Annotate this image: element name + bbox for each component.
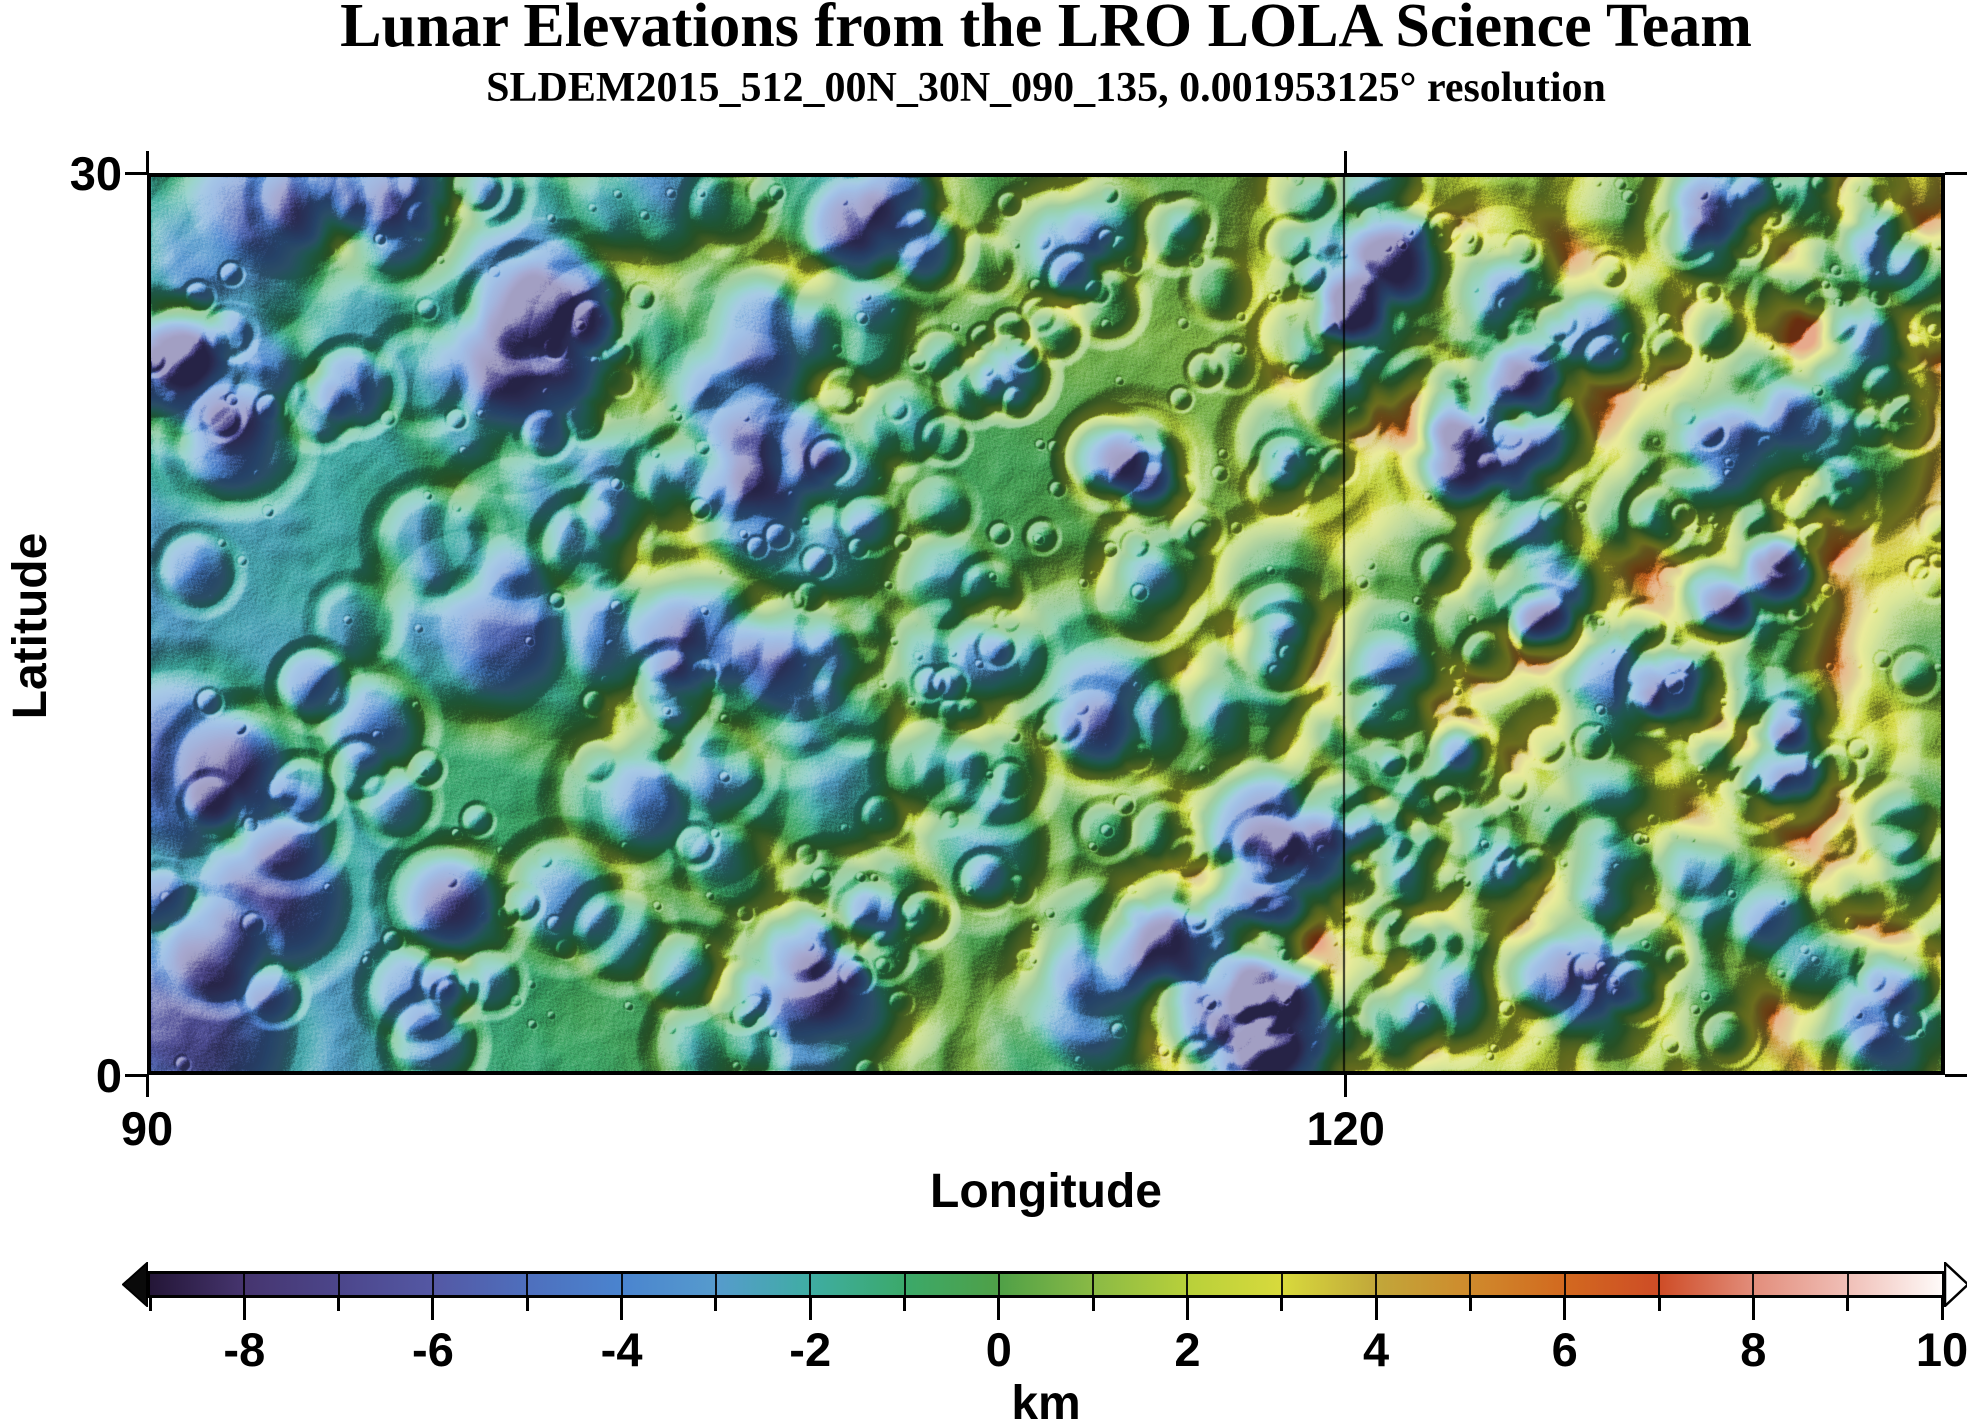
colorbar-tick--2 [808, 1298, 812, 1320]
colorbar-tick-4 [1374, 1298, 1378, 1320]
colorbar-tick-9 [1846, 1298, 1850, 1311]
colorbar-tick--4 [620, 1298, 624, 1320]
figure-subtitle: SLDEM2015_512_00N_30N_090_135, 0.0019531… [486, 65, 1606, 111]
colorbar-segment-line--4 [620, 1274, 623, 1295]
colorbar-tick-label--6: -6 [412, 1323, 454, 1376]
colorbar-tick-3 [1280, 1298, 1284, 1311]
colorbar-tick-label-8: 8 [1740, 1323, 1767, 1376]
colorbar-unit-label: km [1011, 1377, 1081, 1422]
colorbar-tick-5 [1468, 1298, 1472, 1311]
colorbar-segment-line--6 [431, 1274, 434, 1295]
colorbar-segment-line--7 [337, 1274, 340, 1295]
y-tick-label-0: 0 [95, 1049, 122, 1102]
colorbar-segment-line-9 [1846, 1274, 1849, 1295]
y-axis-label: Latitude [4, 532, 57, 720]
colorbar-segment-line-0 [997, 1274, 1000, 1295]
colorbar-segment-line-6 [1563, 1274, 1566, 1295]
colorbar-segment-line-2 [1186, 1274, 1189, 1295]
x-tick-top-90 [145, 151, 149, 173]
colorbar-segment-line-1 [1092, 1274, 1095, 1295]
colorbar-tick--7 [337, 1298, 341, 1311]
x-tick-top-120 [1344, 151, 1348, 173]
colorbar-segment-line-5 [1469, 1274, 1472, 1295]
x-tick-bottom-120 [1344, 1075, 1348, 1097]
colorbar-segment-line--8 [243, 1274, 246, 1295]
colorbar-segment-line--3 [714, 1274, 717, 1295]
y-tick-right-30 [1945, 171, 1967, 175]
colorbar-segment-line-4 [1375, 1274, 1378, 1295]
colorbar-segment-line-8 [1752, 1274, 1755, 1295]
colorbar-tick-label-2: 2 [1174, 1323, 1201, 1376]
x-tick-label-120: 120 [1306, 1102, 1385, 1155]
elevation-map-canvas [151, 177, 1941, 1071]
colorbar-tick--1 [903, 1298, 907, 1311]
colorbar-tick-10 [1940, 1298, 1944, 1320]
colorbar-tick--3 [714, 1298, 718, 1311]
colorbar-tick-label--8: -8 [223, 1323, 266, 1376]
colorbar-segment-line--1 [903, 1274, 906, 1295]
colorbar-segment-line--5 [526, 1274, 529, 1295]
colorbar-tick--8 [242, 1298, 246, 1320]
colorbar-tick-label-6: 6 [1551, 1323, 1578, 1376]
colorbar [147, 1271, 1945, 1298]
colorbar-tick-label-10: 10 [1915, 1323, 1967, 1376]
figure-title: Lunar Elevations from the LRO LOLA Scien… [340, 0, 1752, 60]
colorbar-tick-label-0: 0 [985, 1323, 1012, 1376]
colorbar-tick-label--2: -2 [789, 1323, 832, 1376]
y-tick-left-30 [125, 171, 147, 175]
colorbar-tick-label--4: -4 [600, 1323, 643, 1376]
y-tick-label-30: 30 [69, 147, 122, 200]
colorbar-tick-1 [1091, 1298, 1095, 1311]
colorbar-tick--9 [148, 1298, 152, 1311]
colorbar-segment-line--2 [809, 1274, 812, 1295]
colorbar-tick-2 [1185, 1298, 1189, 1320]
colorbar-left-arrow-icon [121, 1260, 148, 1309]
colorbar-segment-line-7 [1658, 1274, 1661, 1295]
colorbar-tick-label-4: 4 [1363, 1323, 1390, 1376]
colorbar-tick-6 [1563, 1298, 1567, 1320]
colorbar-segment-line-3 [1280, 1274, 1283, 1295]
x-tick-bottom-90 [145, 1075, 149, 1097]
colorbar-tick-8 [1751, 1298, 1755, 1320]
colorbar-tick--6 [431, 1298, 435, 1320]
colorbar-tick-0 [997, 1298, 1001, 1320]
colorbar-right-arrow-icon [1943, 1260, 1967, 1309]
colorbar-tick--5 [525, 1298, 529, 1311]
x-axis-label: Longitude [930, 1165, 1162, 1218]
colorbar-tick-7 [1657, 1298, 1661, 1311]
y-tick-left-0 [125, 1073, 147, 1077]
map-frame [147, 173, 1945, 1075]
y-tick-right-0 [1945, 1073, 1967, 1077]
x-tick-label-90: 90 [120, 1102, 174, 1155]
